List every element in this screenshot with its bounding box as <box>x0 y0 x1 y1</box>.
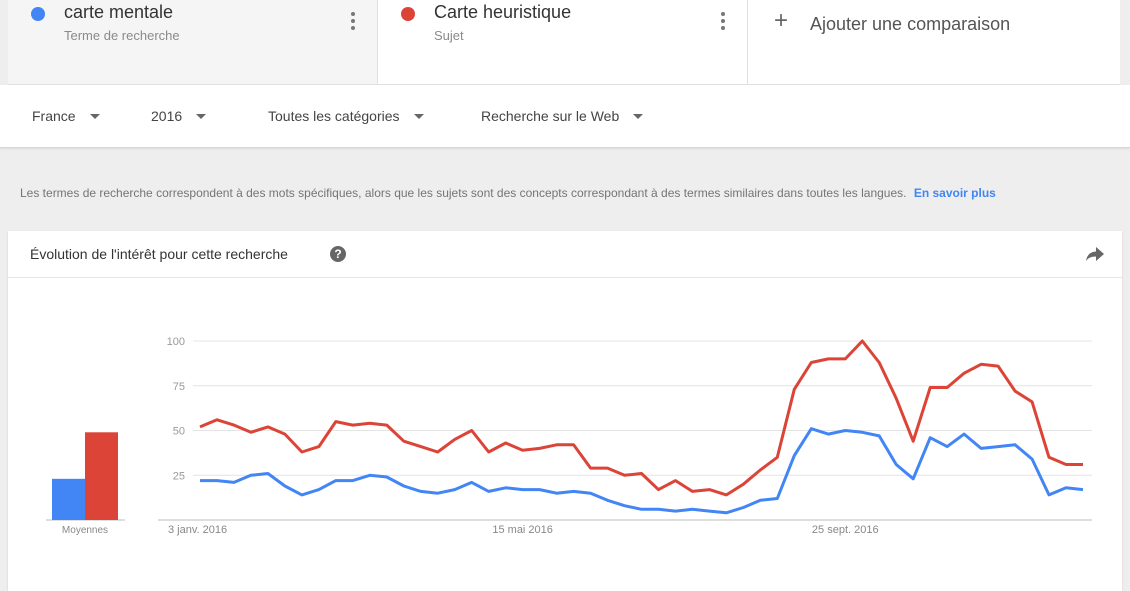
card-header: Évolution de l'intérêt pour cette recher… <box>8 231 1122 278</box>
plus-icon: + <box>774 7 789 34</box>
search-type-value: Recherche sur le Web <box>481 108 620 124</box>
dropdown-arrow-icon <box>89 113 100 119</box>
x-tick-label: 3 janv. 2016 <box>168 524 227 536</box>
learn-more-link[interactable]: En savoir plus <box>913 186 996 200</box>
x-tick-label: 15 mai 2016 <box>492 524 553 536</box>
y-tick-label: 100 <box>167 336 185 348</box>
dropdown-arrow-icon <box>413 113 424 119</box>
more-options-icon[interactable] <box>351 12 355 30</box>
term-1-name: carte mentale <box>64 2 174 22</box>
comparison-term-1[interactable]: carte mentale Terme de recherche <box>8 0 378 84</box>
more-options-icon[interactable] <box>721 12 725 30</box>
y-tick-label: 75 <box>173 381 185 393</box>
region-dropdown[interactable]: France <box>32 108 100 124</box>
comparison-term-2[interactable]: Carte heuristique Sujet <box>378 0 748 84</box>
filter-bar: France 2016 Toutes les catégories Recher… <box>0 85 1130 148</box>
period-value: 2016 <box>151 108 183 124</box>
help-icon[interactable]: ? <box>330 246 346 262</box>
y-tick-label: 25 <box>173 470 185 482</box>
dropdown-arrow-icon <box>633 113 644 119</box>
add-comparison-button[interactable]: + Ajouter une comparaison <box>748 0 1120 84</box>
comparison-bar: carte mentale Terme de recherche Carte h… <box>8 0 1120 85</box>
series-line-2[interactable] <box>199 339 1083 497</box>
info-message: Les termes de recherche correspondent à … <box>20 186 907 200</box>
term-1-type: Terme de recherche <box>64 28 180 43</box>
share-icon[interactable] <box>1086 247 1104 266</box>
term-2-color-dot <box>401 7 415 21</box>
region-value: France <box>32 108 76 124</box>
series-line-1[interactable] <box>200 427 1084 515</box>
interest-chart: 25 50 75 100 Moyennes 3 janv. 2016 15 mai 20… <box>46 336 1092 536</box>
category-value: Toutes les catégories <box>268 108 400 124</box>
period-dropdown[interactable]: 2016 <box>151 108 207 124</box>
dropdown-arrow-icon <box>196 113 207 119</box>
y-tick-label: 50 <box>173 426 185 438</box>
x-tick-label: 25 sept. 2016 <box>812 524 879 536</box>
search-type-dropdown[interactable]: Recherche sur le Web <box>481 108 644 124</box>
term-2-name: Carte heuristique <box>434 2 572 22</box>
add-comparison-label: Ajouter une comparaison <box>810 14 1011 34</box>
averages-label: Moyennes <box>62 525 108 536</box>
category-dropdown[interactable]: Toutes les catégories <box>268 108 424 124</box>
average-bar-1[interactable] <box>52 478 85 520</box>
average-bar-2[interactable] <box>85 432 118 520</box>
term-1-color-dot <box>31 7 45 21</box>
info-text: Les termes de recherche correspondent à … <box>20 186 996 200</box>
card-title: Évolution de l'intérêt pour cette recher… <box>30 246 288 262</box>
interest-over-time-card: Évolution de l'intérêt pour cette recher… <box>8 231 1122 591</box>
term-2-type: Sujet <box>434 28 464 43</box>
